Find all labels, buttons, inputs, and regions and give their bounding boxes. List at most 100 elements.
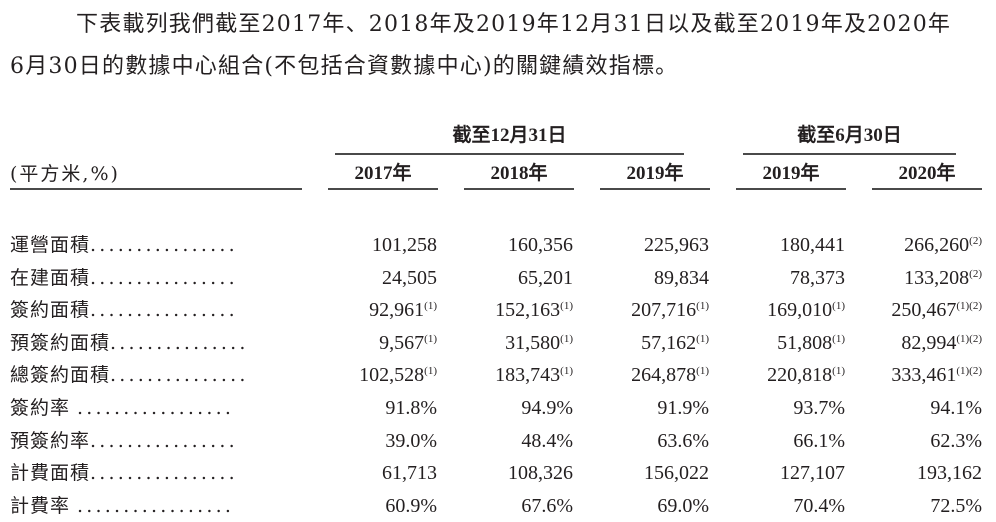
cell-value: 160,356 — [508, 234, 573, 256]
row-label: 總簽約面積............... — [10, 360, 302, 391]
footnote-ref: (1) — [560, 332, 573, 345]
table-row: 在建面積................ 24,505 65,201 89,834 78… — [0, 263, 996, 294]
cell-value: 24,505 — [382, 266, 437, 289]
cell-value: 62.3% — [930, 429, 982, 452]
table-row: 預簽約率................ 39.0% 48.4% 63.6% 66.1%… — [0, 426, 996, 457]
table-cell: 91.9% — [657, 393, 709, 424]
column-underline — [736, 188, 846, 190]
cell-value: 39.0% — [385, 429, 437, 452]
table-cell: 89,834 — [654, 263, 709, 294]
leader-dots: ................ — [90, 234, 238, 256]
table-cell: 220,818(1) — [767, 360, 845, 391]
intro-line-2: 6月30日的數據中心組合(不包括合資數據中心)的關鍵績效指標。 — [10, 54, 679, 79]
column-underline — [872, 188, 982, 190]
row-label-text: 計費面積 — [10, 462, 91, 485]
cell-value: 70.4% — [793, 494, 845, 517]
cell-value: 91.8% — [385, 397, 437, 419]
table-cell: 180,441 — [780, 230, 845, 261]
row-label-text: 簽約面積 — [10, 299, 91, 322]
column-header-2019-h1: 2019年 — [762, 163, 820, 184]
row-label: 運營面積................ — [10, 230, 302, 261]
table-cell: 108,326 — [508, 458, 573, 489]
table-row: 簽約面積................ 92,961(1) 152,163(1) 2… — [0, 295, 996, 326]
cell-value: 48.4% — [521, 429, 573, 452]
leader-dots: ................ — [90, 462, 238, 485]
cell-value: 94.1% — [930, 397, 982, 419]
table-cell: 193,162 — [917, 458, 982, 489]
footnote-ref: (1) — [832, 332, 845, 345]
table-cell: 9,567(1) — [379, 328, 437, 359]
row-label-text: 預簽約率 — [10, 429, 91, 452]
table-cell: 70.4% — [793, 491, 845, 522]
column-header-2018: 2018年 — [490, 163, 548, 184]
table-cell: 133,208(2) — [904, 263, 982, 294]
cell-value: 220,818 — [767, 364, 833, 387]
leader-dots: ............... — [110, 331, 249, 354]
cell-value: 78,373 — [790, 266, 845, 289]
table-cell: 65,201 — [518, 263, 573, 294]
row-label: 計費率 ................. — [10, 491, 302, 522]
table-row: 總簽約面積............... 102,528(1) 183,743(1)… — [0, 360, 996, 391]
cell-value: 69.0% — [657, 494, 709, 517]
table-cell: 62.3% — [930, 426, 982, 457]
table-cell: 63.6% — [657, 426, 709, 457]
cell-value: 94.9% — [521, 397, 573, 419]
footnote-ref: (1) — [696, 332, 709, 345]
intro-paragraph: 下表載列我們截至2017年、2018年及2019年12月31日以及截至2019年… — [10, 4, 990, 88]
row-label: 預簽約率................ — [10, 426, 302, 457]
row-label: 簽約率 ................. — [10, 393, 302, 424]
table-cell: 48.4% — [521, 426, 573, 457]
footnote-ref: (2) — [969, 267, 982, 280]
cell-value: 57,162 — [641, 331, 697, 354]
table-cell: 156,022 — [644, 458, 709, 489]
table-cell: 127,107 — [780, 458, 845, 489]
cell-value: 156,022 — [644, 462, 709, 485]
footnote-ref: (2) — [969, 235, 982, 247]
table-cell: 169,010(1) — [767, 295, 845, 326]
table-cell: 94.9% — [521, 393, 573, 424]
leader-dots: ................ — [90, 429, 238, 452]
group-header-jun30: 截至6月30日 — [797, 125, 902, 146]
cell-value: 333,461 — [891, 364, 957, 387]
cell-value: 31,580 — [505, 331, 561, 354]
table-cell: 152,163(1) — [495, 295, 573, 326]
footnote-ref: (1) — [832, 300, 845, 313]
column-underline — [328, 188, 438, 190]
cell-value: 61,713 — [382, 462, 437, 485]
cell-value: 93.7% — [793, 397, 845, 419]
group-header-dec31: 截至12月31日 — [452, 125, 567, 146]
table-cell: 225,963 — [644, 230, 709, 261]
group-underline-jun30 — [743, 153, 956, 155]
table-cell: 72.5% — [930, 491, 982, 522]
table-cell: 94.1% — [930, 393, 982, 424]
table-cell: 31,580(1) — [505, 328, 573, 359]
leader-dots: ................. — [77, 397, 235, 419]
cell-value: 127,107 — [780, 462, 845, 485]
table-cell: 51,808(1) — [777, 328, 845, 359]
cell-value: 66.1% — [793, 429, 845, 452]
footnote-ref: (1) — [424, 300, 437, 313]
cell-value: 51,808 — [777, 331, 833, 354]
cell-value: 60.9% — [385, 494, 437, 517]
cell-value: 65,201 — [518, 266, 573, 289]
table-cell: 69.0% — [657, 491, 709, 522]
table-row: 計費面積................ 61,713 108,326 156,022… — [0, 458, 996, 489]
row-label: 計費面積................ — [10, 458, 302, 489]
column-header-2020-h1: 2020年 — [898, 163, 956, 184]
table-cell: 333,461(1)(2) — [891, 360, 982, 391]
table-cell: 102,528(1) — [359, 360, 437, 391]
table-cell: 66.1% — [793, 426, 845, 457]
cell-value: 264,878 — [631, 364, 697, 387]
table-cell: 264,878(1) — [631, 360, 709, 391]
column-header-2019: 2019年 — [626, 163, 684, 184]
cell-value: 63.6% — [657, 429, 709, 452]
table-cell: 24,505 — [382, 263, 437, 294]
table-cell: 250,467(1)(2) — [891, 295, 982, 326]
table-cell: 67.6% — [521, 491, 573, 522]
table-cell: 78,373 — [790, 263, 845, 294]
cell-value: 102,528 — [359, 364, 425, 387]
row-label: 在建面積................ — [10, 263, 302, 294]
cell-value: 91.9% — [657, 397, 709, 419]
row-label-text: 總簽約面積 — [10, 364, 111, 387]
row-label-text: 在建面積 — [10, 266, 91, 289]
